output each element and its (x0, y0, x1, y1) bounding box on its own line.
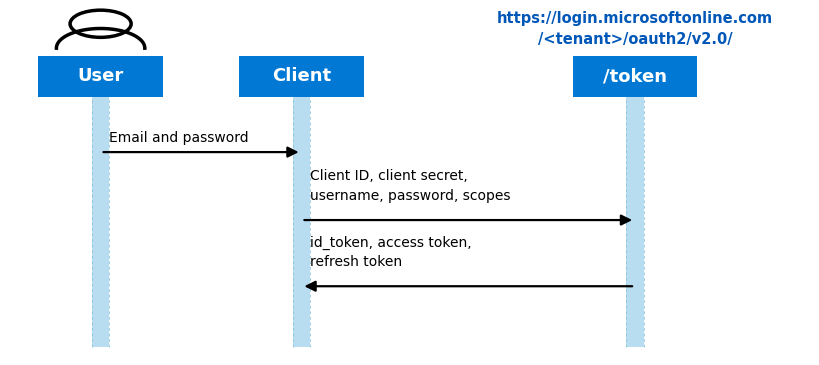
Bar (38, 55, 163, 97)
Bar (239, 55, 364, 97)
Text: Email and password: Email and password (108, 131, 248, 145)
Text: Client ID, client secret,
username, password, scopes: Client ID, client secret, username, pass… (309, 169, 509, 203)
Bar (626, 97, 643, 347)
Text: https://login.microsoftonline.com
/<tenant>/oauth2/v2.0/: https://login.microsoftonline.com /<tena… (496, 11, 772, 47)
Bar (292, 97, 310, 347)
Text: id_token, access token,
refresh token: id_token, access token, refresh token (309, 235, 471, 269)
Bar (92, 97, 109, 347)
Text: User: User (77, 67, 124, 85)
Text: /token: /token (602, 67, 666, 85)
Bar (572, 55, 696, 97)
Text: Client: Client (272, 67, 331, 85)
